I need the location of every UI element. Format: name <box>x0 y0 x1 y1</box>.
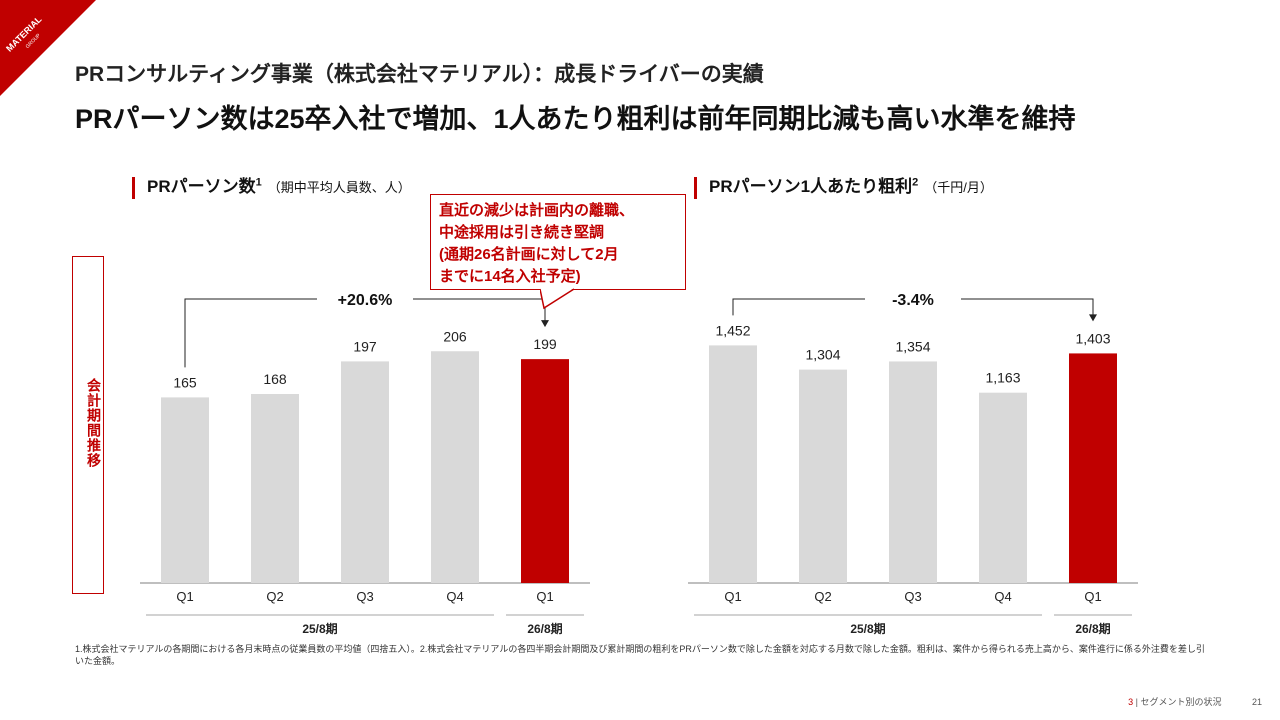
x-tick-label: Q4 <box>446 589 463 604</box>
bar-4 <box>979 392 1027 583</box>
data-label: 165 <box>173 374 197 390</box>
footer-section-name: セグメント別の状況 <box>1140 697 1222 707</box>
change-annotation-label: -3.4% <box>892 292 934 309</box>
slide-subtitle: PRコンサルティング事業（株式会社マテリアル）：成長ドライバーの実績 <box>75 63 764 86</box>
x-tick-label: Q1 <box>724 589 741 604</box>
bar-3 <box>341 361 389 583</box>
heading-accent-bar <box>694 176 697 199</box>
data-label: 199 <box>533 336 557 352</box>
right-section-unit: （千円/月） <box>924 180 993 195</box>
bar-2 <box>251 394 299 583</box>
data-label: 168 <box>263 371 287 387</box>
x-tick-label: Q2 <box>266 589 283 604</box>
left-section-unit: （期中平均人員数、人） <box>267 180 411 195</box>
callout-pointer <box>540 288 575 310</box>
change-bracket-left <box>184 298 317 368</box>
data-label: 1,452 <box>715 322 750 338</box>
x-tick-label: Q4 <box>994 589 1011 604</box>
period-group-label: 25/8期 <box>850 621 885 636</box>
x-tick-label: Q2 <box>814 589 831 604</box>
period-group-label: 26/8期 <box>527 621 562 636</box>
gross-profit-per-person-chart: 1,452 Q1 1,304 Q2 1,354 Q3 1,163 Q4 1,403 Q1 25/8期… <box>688 292 1138 636</box>
x-tick-label: Q3 <box>356 589 373 604</box>
data-label: 1,403 <box>1075 330 1110 346</box>
change-bracket-arrowhead <box>541 320 549 328</box>
callout-pointer-fill <box>540 288 574 308</box>
data-label: 1,163 <box>985 370 1020 386</box>
bar-1 <box>161 397 209 583</box>
footnote: 1.株式会社マテリアルの各期間における各月末時点の従業員数の平均値（四捨五入）。… <box>75 644 1205 666</box>
footer-slide-number: 21 <box>1251 697 1262 707</box>
data-label: 1,304 <box>805 347 840 363</box>
side-label-box <box>72 256 104 594</box>
callout-pointer-outline <box>540 288 575 310</box>
x-tick-label: Q1 <box>176 589 193 604</box>
slide-title: PRパーソン数は25卒入社で増加、1人あたり粗利は前年同期比減も高い水準を維持 <box>75 104 1076 134</box>
footer-section-number: 3 <box>1128 697 1134 707</box>
change-bracket-right <box>413 298 546 322</box>
right-section-heading: PRパーソン1人あたり粗利2 （千円/月） <box>694 172 993 199</box>
bar-3 <box>889 361 937 583</box>
corner-triangle <box>0 0 96 96</box>
x-tick-label: Q1 <box>536 589 553 604</box>
change-bracket-arrowhead <box>1089 314 1097 322</box>
right-section-footnote-ref: 2 <box>912 176 919 189</box>
bar-2 <box>799 369 847 583</box>
change-annotation-label: +20.6% <box>338 292 393 309</box>
brand-corner-logo: MATERIAL GROUP <box>0 0 96 96</box>
bar-4 <box>431 351 479 583</box>
footer-separator: | <box>1135 697 1141 707</box>
pr-person-count-chart: 165 Q1 168 Q2 197 Q3 206 Q4 199 Q1 25/8期 26/8期 +20.6… <box>140 292 590 636</box>
data-label: 206 <box>443 328 467 344</box>
callout-line: 中途採用は引き続き堅調 <box>439 224 605 241</box>
change-bracket-right <box>961 298 1094 316</box>
callout-line: までに14名入社予定) <box>439 268 581 285</box>
x-tick-label: Q3 <box>904 589 921 604</box>
heading-accent-bar <box>132 176 135 199</box>
x-tick-label: Q1 <box>1084 589 1101 604</box>
bar-1 <box>709 345 757 583</box>
left-section-heading: PRパーソン数1 （期中平均人員数、人） <box>132 172 411 199</box>
left-section-title: PRパーソン数 <box>147 177 256 196</box>
side-label: 会計期間推移 <box>86 378 102 468</box>
callout-line: 直近の減少は計画内の離職、 <box>439 202 635 219</box>
data-label: 1,354 <box>895 338 930 354</box>
callout-line: (通期26名計画に対して2月 <box>439 246 619 263</box>
bar-5 <box>1069 353 1117 583</box>
left-section-footnote-ref: 1 <box>255 176 262 189</box>
period-group-label: 26/8期 <box>1075 621 1110 636</box>
right-section-title: PRパーソン1人あたり粗利 <box>709 177 913 196</box>
callout-box: 直近の減少は計画内の離職、 中途採用は引き続き堅調 (通期26名計画に対して2月… <box>430 194 686 290</box>
bar-5 <box>521 359 569 583</box>
footer: 3 | セグメント別の状況 21 <box>1128 695 1262 708</box>
period-group-label: 25/8期 <box>302 621 337 636</box>
change-bracket-left <box>732 298 865 316</box>
data-label: 197 <box>353 338 377 354</box>
